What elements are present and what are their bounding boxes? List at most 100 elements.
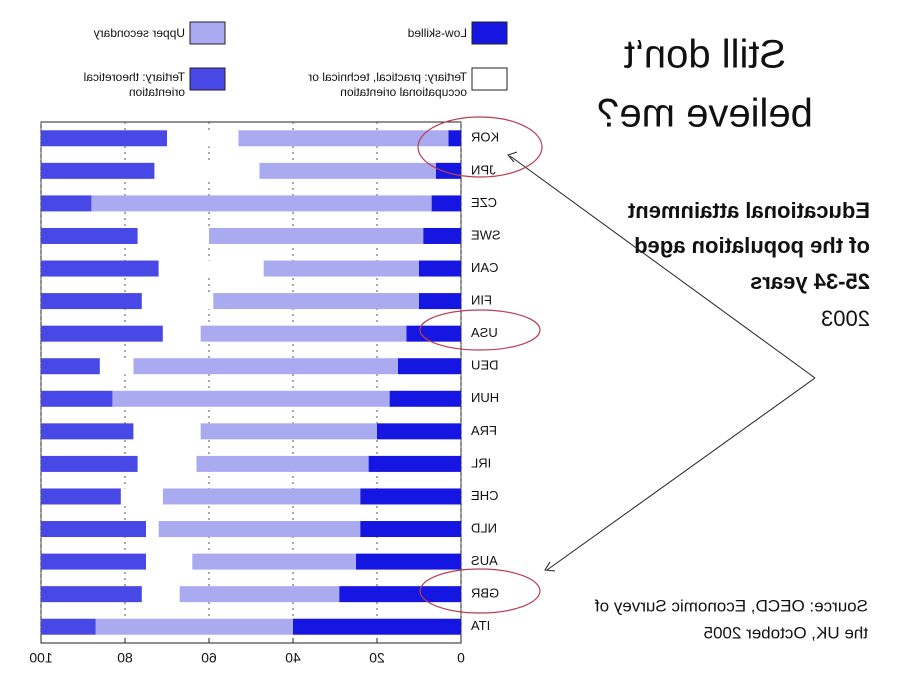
bar-segment [406,325,461,342]
bar-segment [141,293,214,310]
bar-segment [213,293,419,310]
bar-segment [238,130,449,147]
bar-segment [41,358,100,375]
y-tick-label: ITA [471,618,491,633]
bar-segment [360,488,461,505]
arrow-head [507,151,518,163]
bar-segment [137,227,209,244]
legend-label: Upper secondary [93,26,185,40]
legend-text: Tertiary: theoretical orientation [83,70,185,99]
legend-swatch [189,21,226,45]
bar-segment [263,260,419,277]
bar-segment [99,358,134,375]
bar-segment [146,553,193,570]
bar-segment [146,521,159,538]
bar-segment [41,390,113,407]
bar-segment [200,423,377,440]
legend-text: Low-skilled [407,26,467,40]
y-tick-label: IRL [471,455,491,470]
bar-segment [179,586,340,603]
bar-segment [41,521,146,538]
bar-segment [141,586,180,603]
subtitle-line: 25-34 years [750,269,870,294]
legend-label: Low-skilled [407,26,467,40]
bar-segment [41,227,138,244]
legend-label: Tertiary: practical, technical or occupa… [308,70,467,99]
bar-segment [41,423,134,440]
bar-segment [398,358,461,375]
legend-text: Upper secondary [93,26,185,40]
bar-segment [209,227,424,244]
plot: 0 20 40 60 80 100 KOR JPN CZE SWE CAN FIN USA DEU HUN F… [29,121,501,666]
highlight [419,309,541,351]
bar-segment [41,488,121,505]
y-tick-label: JPN [471,162,496,177]
x-tick-label: 20 [369,650,385,666]
legend-swatch [471,67,508,91]
x-tick-label: 80 [117,650,133,666]
content: Still don‘t believe me? Educational atta… [29,21,870,666]
y-tick-label: NLD [471,520,497,535]
bar-segment [448,130,461,147]
bar-segment [192,553,356,570]
heading-line: Still don‘t [624,33,786,77]
bar-segment [196,455,369,472]
bar-segment [41,162,155,179]
bar-segment [133,358,398,375]
x-tick-label: 0 [457,650,465,666]
bar-segment [259,162,436,179]
bar-segment [162,488,361,505]
bar-segment [389,390,461,407]
x-tick-label: 100 [29,650,53,666]
bar-segment [41,293,142,310]
bar-segment [377,423,461,440]
bar-segment [431,195,461,212]
legend-text: Tertiary: practical, technical or occupa… [308,70,467,99]
bar-segment [200,325,407,342]
bar-segment [120,488,163,505]
bar-segment [158,521,361,538]
y-tick-label: CHE [471,488,499,503]
bar-segment [41,260,159,277]
arrow [509,155,816,379]
y-tick-label: USA [471,325,498,340]
bar-segment [41,553,146,570]
bar-segment [41,455,138,472]
bar-segment [41,586,142,603]
bar-segment [435,162,461,179]
bar-segment [91,195,432,212]
legend-swatch [189,67,226,91]
bar-segment [112,390,390,407]
y-tick-label: CAN [471,260,498,275]
year: 2003 [821,306,870,331]
y-tick-label: DEU [471,358,498,373]
bar-segment [154,162,260,179]
subtitle-line: Educational attainment [627,198,870,223]
arrow-head [544,561,556,572]
bar-segment [167,130,239,147]
bar-segment [137,455,197,472]
highlight [417,116,543,178]
source-line: the UK, October 2005 [704,623,868,642]
bar-segment [423,227,461,244]
y-tick-label: GBR [471,586,499,601]
bar-segment [356,553,461,570]
legend-label: Tertiary: theoretical orientation [83,70,185,99]
bar-segment [133,423,201,440]
y-tick-label: FRA [471,423,497,438]
arrow [546,377,816,571]
y-tick-label: FIN [471,293,492,308]
bar-segment [419,260,461,277]
bar-segment [41,130,167,147]
y-tick-label: KOR [471,130,499,145]
highlight [419,568,541,614]
heading-line: believe me? [597,92,813,136]
bar-segment [95,618,293,635]
y-tick-label: HUN [471,390,499,405]
bar-segment [368,455,461,472]
subtitle-line: of the population aged [634,233,870,258]
bar-segment [41,195,92,212]
bar-segment [293,618,461,635]
bar-segment [360,521,461,538]
